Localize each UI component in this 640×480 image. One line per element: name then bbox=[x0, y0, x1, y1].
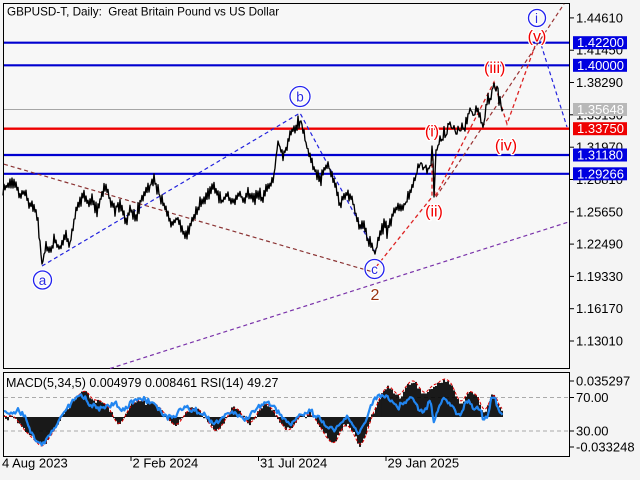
svg-text:31 Jul 2024: 31 Jul 2024 bbox=[260, 456, 327, 471]
svg-text:2 Feb 2024: 2 Feb 2024 bbox=[133, 456, 199, 471]
svg-text:1.38290: 1.38290 bbox=[576, 75, 623, 90]
svg-text:1.29266: 1.29266 bbox=[577, 166, 624, 181]
svg-text:0.035297: 0.035297 bbox=[576, 374, 630, 389]
svg-text:1.16170: 1.16170 bbox=[576, 301, 623, 316]
svg-text:4 Aug 2023: 4 Aug 2023 bbox=[2, 456, 68, 471]
svg-text:1.13010: 1.13010 bbox=[576, 334, 623, 349]
svg-text:(v): (v) bbox=[528, 29, 547, 46]
svg-text:i: i bbox=[535, 11, 538, 26]
svg-text:(iv): (iv) bbox=[495, 138, 517, 155]
svg-text:70.00: 70.00 bbox=[576, 390, 609, 405]
svg-text:1.22490: 1.22490 bbox=[576, 237, 623, 252]
svg-text:GBPUSD-T, Daily: Great Britai: GBPUSD-T, Daily: Great Britain Pound vs … bbox=[7, 6, 279, 19]
svg-text:1.42200: 1.42200 bbox=[577, 35, 624, 50]
svg-text:1.40000: 1.40000 bbox=[577, 58, 624, 73]
svg-text:(iii): (iii) bbox=[484, 60, 505, 77]
svg-text:30.00: 30.00 bbox=[576, 424, 609, 439]
svg-text:2: 2 bbox=[371, 287, 380, 304]
svg-text:1.33750: 1.33750 bbox=[577, 121, 624, 136]
svg-text:1.35648: 1.35648 bbox=[577, 102, 624, 117]
svg-text:b: b bbox=[296, 90, 304, 105]
svg-text:1.25650: 1.25650 bbox=[576, 204, 623, 219]
svg-text:1.31180: 1.31180 bbox=[577, 148, 623, 163]
svg-text:(ii): (ii) bbox=[425, 204, 443, 221]
svg-text:(i): (i) bbox=[425, 124, 439, 141]
svg-text:-0.033248: -0.033248 bbox=[576, 440, 635, 455]
svg-text:a: a bbox=[39, 273, 47, 288]
svg-text:c: c bbox=[371, 262, 378, 277]
svg-text:29 Jan 2025: 29 Jan 2025 bbox=[388, 456, 460, 471]
svg-text:1.44610: 1.44610 bbox=[576, 10, 623, 25]
svg-text:MACD(5,34,5) 0.004979 0.008461: MACD(5,34,5) 0.004979 0.008461 RSI(14) 4… bbox=[6, 376, 278, 390]
svg-text:1.19330: 1.19330 bbox=[576, 269, 623, 284]
